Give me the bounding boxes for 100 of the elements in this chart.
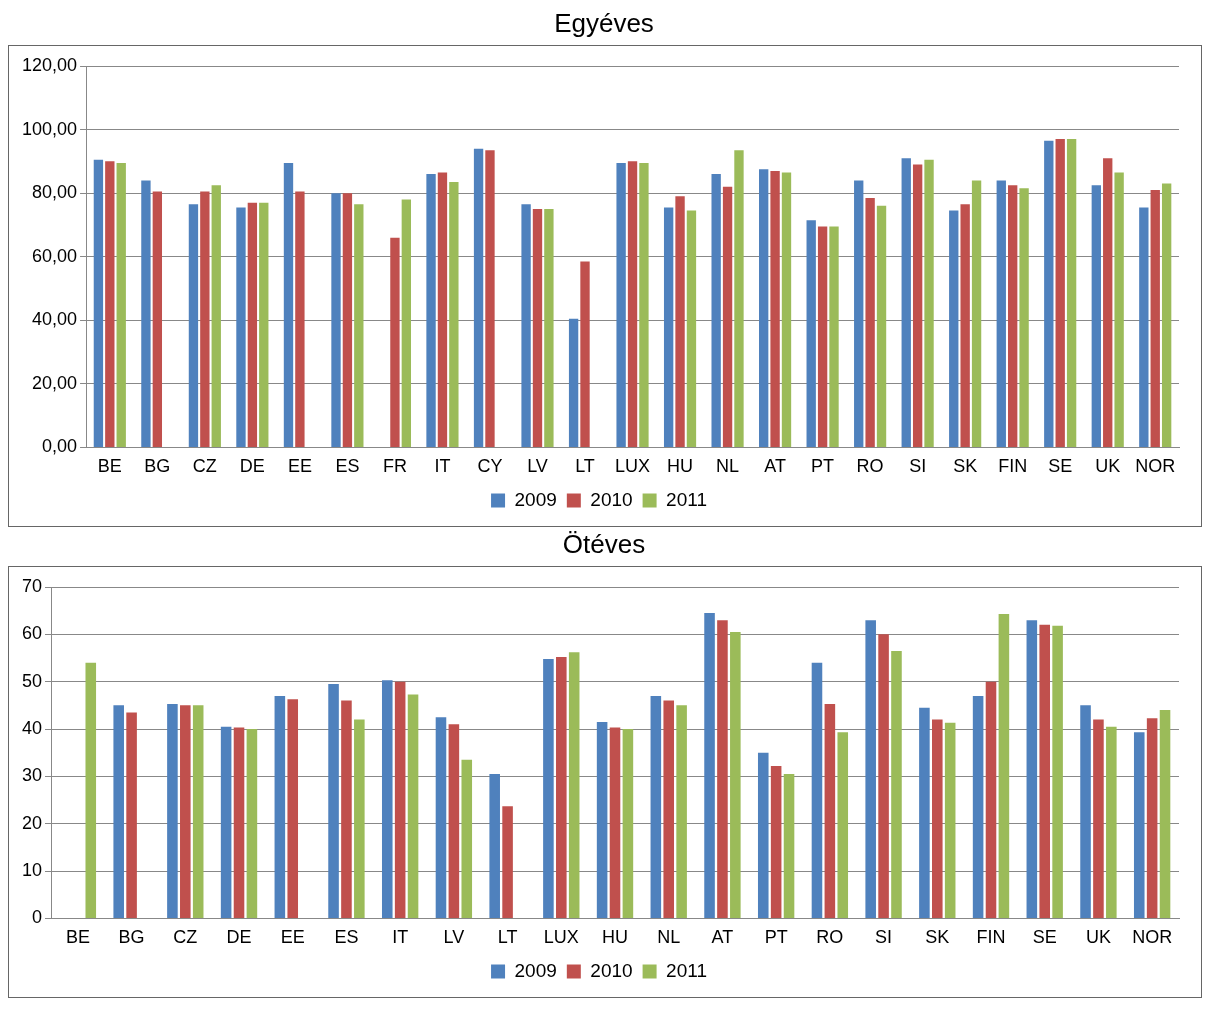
- bar: [676, 705, 687, 918]
- bar: [1150, 189, 1160, 447]
- y-tick-label: 100,00: [21, 118, 78, 139]
- bar: [711, 174, 721, 447]
- bar: [1026, 620, 1038, 918]
- bar: [770, 170, 780, 447]
- bar: [837, 732, 849, 918]
- x-tick-label: LUX: [615, 456, 651, 477]
- bar: [381, 680, 393, 918]
- x-tick-label: FR: [382, 456, 407, 477]
- y-tick-label: 0: [32, 907, 43, 928]
- bar: [919, 707, 930, 918]
- bar: [1008, 185, 1018, 447]
- bar: [704, 613, 715, 918]
- x-tick-label: BG: [118, 927, 145, 948]
- bar: [730, 631, 741, 918]
- bar: [1080, 705, 1091, 918]
- bar: [783, 774, 795, 918]
- x-tick-label: HU: [602, 927, 629, 948]
- bar: [949, 210, 959, 447]
- y-tick-label: 0,00: [42, 436, 78, 457]
- x-tick-label: RO: [856, 456, 884, 477]
- x-tick-label: IT: [392, 927, 409, 948]
- x-tick-label: IT: [434, 456, 451, 477]
- y-tick-label: 60,00: [32, 245, 78, 266]
- bar: [1044, 140, 1054, 447]
- bar: [1093, 719, 1104, 918]
- bar: [192, 705, 204, 918]
- bar: [1039, 624, 1050, 918]
- x-tick-label: NOR: [1132, 927, 1173, 948]
- bar: [113, 705, 124, 918]
- x-tick-label: LT: [575, 456, 595, 477]
- bar: [580, 261, 590, 447]
- y-tick-label: 30: [21, 765, 43, 786]
- bar: [426, 174, 436, 447]
- bar: [116, 162, 126, 447]
- bar: [985, 681, 997, 918]
- x-tick-label: EE: [287, 456, 312, 477]
- bar: [663, 207, 674, 447]
- bar: [616, 162, 626, 447]
- bar: [152, 191, 163, 447]
- bar: [878, 634, 889, 918]
- bar: [854, 180, 864, 447]
- bar: [233, 727, 245, 918]
- bar: [781, 172, 792, 447]
- legend-label: 2009: [514, 488, 557, 510]
- bar: [502, 806, 513, 918]
- y-tick-label: 20: [21, 812, 43, 833]
- x-tick-label: SK: [925, 927, 950, 948]
- bar: [342, 193, 353, 447]
- bar: [1133, 732, 1145, 918]
- x-tick-label: SE: [1032, 927, 1057, 948]
- x-tick-label: LUX: [543, 927, 579, 948]
- bar: [960, 204, 970, 447]
- bar: [663, 700, 675, 918]
- bar: [556, 657, 567, 918]
- x-tick-label: SI: [875, 927, 893, 948]
- bar: [211, 185, 221, 447]
- bar: [568, 652, 580, 918]
- bar: [85, 662, 97, 918]
- bar: [996, 180, 1006, 447]
- bar: [1114, 172, 1124, 447]
- bar: [627, 161, 638, 447]
- legend-label: 2011: [666, 488, 707, 510]
- y-tick-label: 70: [21, 575, 43, 596]
- bar: [200, 191, 210, 447]
- bar: [448, 724, 460, 918]
- bar: [247, 202, 258, 447]
- bar: [824, 703, 836, 918]
- bar: [924, 159, 934, 447]
- bar: [521, 204, 531, 447]
- x-tick-label: FIN: [976, 927, 1006, 948]
- bar: [274, 695, 286, 918]
- bar: [401, 199, 412, 447]
- bar: [295, 191, 305, 447]
- bar: [1052, 625, 1063, 918]
- x-tick-label: EE: [280, 927, 305, 948]
- x-tick-label: AT: [764, 456, 786, 477]
- bar: [1066, 139, 1077, 447]
- legend-label: 2009: [514, 959, 557, 981]
- bar: [998, 613, 1010, 918]
- bar: [331, 193, 341, 447]
- x-tick-label: CZ: [173, 927, 198, 948]
- bar: [287, 699, 299, 918]
- y-tick-label: 20,00: [32, 372, 78, 393]
- bar: [167, 703, 178, 918]
- bar: [734, 150, 744, 447]
- y-tick-label: 120,00: [21, 54, 78, 75]
- x-tick-label: CY: [477, 456, 503, 477]
- bar: [686, 210, 697, 447]
- bar: [757, 752, 769, 918]
- bar: [650, 695, 662, 918]
- bar: [354, 719, 365, 918]
- bar: [1139, 207, 1149, 447]
- x-tick-label: BE: [65, 927, 90, 948]
- bar: [759, 169, 769, 447]
- bar: [1159, 710, 1171, 918]
- bar: [489, 774, 500, 918]
- y-tick-label: 40,00: [32, 309, 78, 330]
- x-tick-label: LV: [527, 456, 548, 477]
